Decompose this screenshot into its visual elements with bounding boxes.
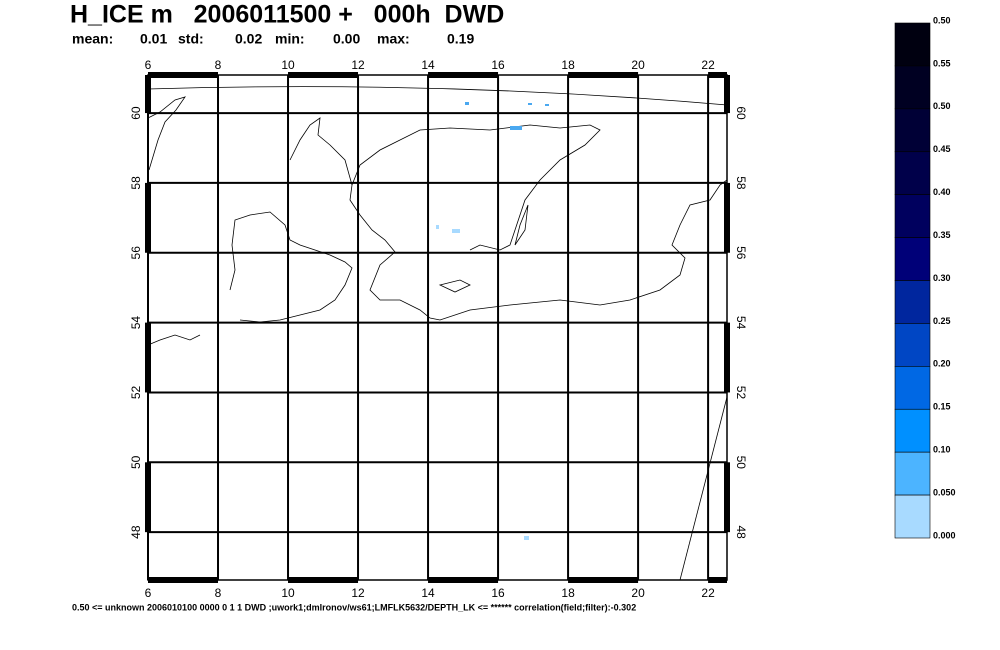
colorbar-label: 0.20: [933, 359, 951, 369]
x-tick-label: 12: [351, 58, 365, 72]
x-tick-label: 6: [145, 586, 152, 600]
stat-value: 0.00: [333, 31, 360, 47]
x-tick-label: 14: [421, 58, 435, 72]
y-tick-label: 48: [734, 525, 748, 539]
stat-label: std:: [178, 31, 204, 47]
title: H_ICE m 2006011500 + 000h DWD: [70, 1, 504, 29]
colorbar-segment: [894, 151, 931, 195]
frame-bar: [568, 72, 639, 78]
frame-bar: [148, 72, 219, 78]
x-tick-label: 16: [491, 586, 505, 600]
colorbar-segment: [894, 280, 931, 324]
frame-bar: [724, 75, 730, 114]
colorbar-label: 0.55: [933, 58, 951, 68]
colorbar-label: 0.50: [933, 101, 951, 111]
frame-bar: [428, 72, 499, 78]
frame-bar: [724, 182, 730, 253]
y-tick-label: 60: [129, 106, 143, 120]
colorbar-label: 0.10: [933, 445, 951, 455]
y-tick-label: 60: [734, 106, 748, 120]
colorbar-label: 0.45: [933, 144, 951, 154]
frame-bar: [288, 577, 359, 583]
frame-bar: [708, 72, 727, 78]
colorbar-label: 0.50: [933, 15, 951, 25]
x-tick-label: 16: [491, 58, 505, 72]
colorbar-segment: [894, 237, 931, 281]
y-tick-label: 52: [129, 385, 143, 399]
stat-label: min:: [275, 31, 305, 47]
y-tick-label: 50: [734, 456, 748, 470]
colorbar-label: 0.050: [933, 487, 956, 497]
colorbar-label: 0.35: [933, 230, 951, 240]
coastlines: [147, 86, 728, 581]
footer: 0.50 <= unknown 2006010100 0000 0 1 1 DW…: [72, 602, 636, 612]
ice-patches: [436, 102, 549, 540]
frame-bar: [145, 182, 151, 253]
y-tick-label: 50: [129, 455, 143, 469]
frame-bar: [708, 577, 727, 583]
y-tick-label: 56: [734, 246, 748, 260]
x-tick-label: 10: [281, 586, 295, 600]
colorbar-label: 0.30: [933, 273, 951, 283]
colorbar-segment: [894, 108, 931, 153]
x-tick-label: 12: [351, 586, 365, 600]
x-tick-label: 22: [701, 586, 715, 600]
x-tick-label: 18: [561, 58, 575, 72]
colorbar-label: 0.15: [933, 402, 951, 412]
frame-bar: [724, 322, 730, 393]
frame-bar: [288, 72, 359, 78]
colorbar-segment: [894, 194, 931, 238]
colorbar-label: 0.40: [933, 187, 951, 197]
colorbar-segment: [894, 494, 931, 539]
x-tick-label: 8: [215, 586, 222, 600]
colorbar-segment: [894, 22, 931, 67]
frame-bar: [428, 577, 499, 583]
x-tick-label: 6: [145, 58, 152, 72]
stat-value: 0.01: [140, 31, 167, 47]
x-tick-label: 20: [631, 58, 645, 72]
x-tick-label: 14: [421, 586, 435, 600]
colorbar-label: 0.000: [933, 530, 956, 540]
x-tick-label: 18: [561, 586, 575, 600]
frame-bar: [145, 462, 151, 533]
frame-bar: [145, 322, 151, 393]
colorbar-label: 0.25: [933, 316, 951, 326]
frame-bar: [148, 577, 219, 583]
y-tick-label: 54: [734, 316, 748, 330]
y-tick-label: 56: [129, 246, 143, 260]
x-tick-label: 22: [701, 58, 715, 72]
frame-bar: [145, 75, 151, 114]
map-frame: [147, 74, 728, 581]
y-tick-label: 58: [129, 176, 143, 190]
y-tick-label: 58: [734, 176, 748, 190]
y-tick-label: 52: [734, 386, 748, 400]
x-tick-label: 20: [631, 586, 645, 600]
frame-bar: [724, 462, 730, 533]
frame-bar: [568, 577, 639, 583]
y-tick-label: 48: [129, 525, 143, 539]
colorbar-segment: [894, 366, 931, 410]
x-tick-label: 10: [281, 58, 295, 72]
colorbar-segment: [894, 408, 931, 453]
stat-label: mean:: [72, 31, 113, 47]
x-tick-label: 8: [215, 58, 222, 72]
y-tick-label: 54: [129, 316, 143, 330]
stat-value: 0.19: [447, 31, 474, 47]
colorbar-segment: [894, 451, 931, 496]
stat-label: max:: [377, 31, 410, 47]
stat-value: 0.02: [235, 31, 262, 47]
colorbar-segment: [894, 65, 931, 110]
colorbar-segment: [894, 323, 931, 367]
